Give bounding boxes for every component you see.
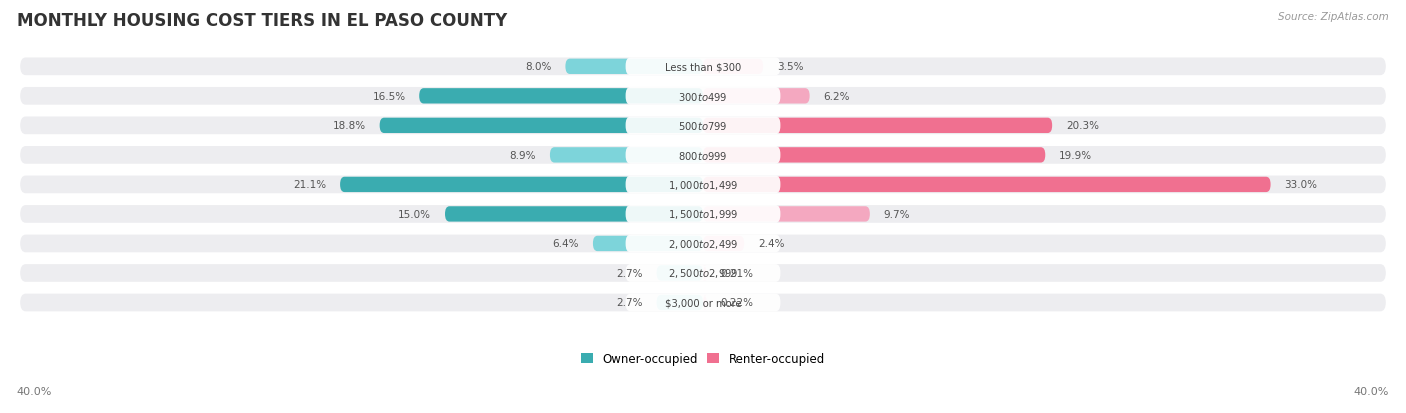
FancyBboxPatch shape	[380, 119, 703, 134]
Text: 6.4%: 6.4%	[553, 239, 579, 249]
Text: 20.3%: 20.3%	[1066, 121, 1099, 131]
FancyBboxPatch shape	[626, 88, 780, 105]
Text: 2.7%: 2.7%	[616, 268, 643, 278]
FancyBboxPatch shape	[657, 295, 703, 311]
FancyBboxPatch shape	[419, 89, 703, 104]
FancyBboxPatch shape	[20, 264, 1386, 282]
FancyBboxPatch shape	[703, 207, 870, 222]
Text: 18.8%: 18.8%	[333, 121, 366, 131]
Text: 16.5%: 16.5%	[373, 92, 405, 102]
Text: 40.0%: 40.0%	[17, 387, 52, 396]
FancyBboxPatch shape	[703, 89, 810, 104]
FancyBboxPatch shape	[626, 294, 780, 311]
Text: 2.4%: 2.4%	[758, 239, 785, 249]
Text: $500 to $799: $500 to $799	[678, 120, 728, 132]
FancyBboxPatch shape	[626, 235, 780, 253]
FancyBboxPatch shape	[20, 58, 1386, 76]
FancyBboxPatch shape	[703, 148, 1045, 163]
FancyBboxPatch shape	[20, 88, 1386, 105]
FancyBboxPatch shape	[703, 236, 744, 252]
Text: $3,000 or more: $3,000 or more	[665, 298, 741, 308]
FancyBboxPatch shape	[626, 206, 780, 223]
FancyBboxPatch shape	[565, 59, 703, 75]
Text: 2.7%: 2.7%	[616, 298, 643, 308]
Text: 33.0%: 33.0%	[1284, 180, 1317, 190]
Text: 40.0%: 40.0%	[1354, 387, 1389, 396]
Text: 19.9%: 19.9%	[1059, 150, 1092, 161]
Text: $2,000 to $2,499: $2,000 to $2,499	[668, 237, 738, 250]
Text: 0.22%: 0.22%	[720, 298, 754, 308]
FancyBboxPatch shape	[340, 177, 703, 192]
FancyBboxPatch shape	[20, 206, 1386, 223]
Text: Less than $300: Less than $300	[665, 62, 741, 72]
FancyBboxPatch shape	[593, 236, 703, 252]
Text: 21.1%: 21.1%	[294, 180, 326, 190]
FancyBboxPatch shape	[20, 117, 1386, 135]
FancyBboxPatch shape	[626, 147, 780, 164]
FancyBboxPatch shape	[626, 117, 780, 135]
FancyBboxPatch shape	[657, 266, 703, 281]
Text: 0.21%: 0.21%	[720, 268, 754, 278]
Text: Source: ZipAtlas.com: Source: ZipAtlas.com	[1278, 12, 1389, 22]
FancyBboxPatch shape	[703, 177, 1271, 192]
Text: 8.9%: 8.9%	[509, 150, 536, 161]
Text: $1,500 to $1,999: $1,500 to $1,999	[668, 208, 738, 221]
Text: 9.7%: 9.7%	[883, 209, 910, 219]
Text: 15.0%: 15.0%	[398, 209, 432, 219]
FancyBboxPatch shape	[703, 295, 707, 311]
FancyBboxPatch shape	[626, 58, 780, 76]
FancyBboxPatch shape	[703, 59, 763, 75]
Text: $300 to $499: $300 to $499	[678, 90, 728, 102]
FancyBboxPatch shape	[626, 176, 780, 194]
FancyBboxPatch shape	[20, 235, 1386, 253]
FancyBboxPatch shape	[20, 147, 1386, 164]
Text: 6.2%: 6.2%	[824, 92, 849, 102]
FancyBboxPatch shape	[20, 176, 1386, 194]
FancyBboxPatch shape	[550, 148, 703, 163]
Text: $1,000 to $1,499: $1,000 to $1,499	[668, 178, 738, 192]
Text: 8.0%: 8.0%	[526, 62, 551, 72]
Text: $800 to $999: $800 to $999	[678, 150, 728, 161]
Text: $2,500 to $2,999: $2,500 to $2,999	[668, 267, 738, 280]
Text: MONTHLY HOUSING COST TIERS IN EL PASO COUNTY: MONTHLY HOUSING COST TIERS IN EL PASO CO…	[17, 12, 508, 30]
Legend: Owner-occupied, Renter-occupied: Owner-occupied, Renter-occupied	[581, 352, 825, 366]
FancyBboxPatch shape	[702, 266, 707, 281]
FancyBboxPatch shape	[703, 119, 1052, 134]
FancyBboxPatch shape	[626, 264, 780, 282]
FancyBboxPatch shape	[20, 294, 1386, 311]
FancyBboxPatch shape	[446, 207, 703, 222]
Text: 3.5%: 3.5%	[778, 62, 803, 72]
